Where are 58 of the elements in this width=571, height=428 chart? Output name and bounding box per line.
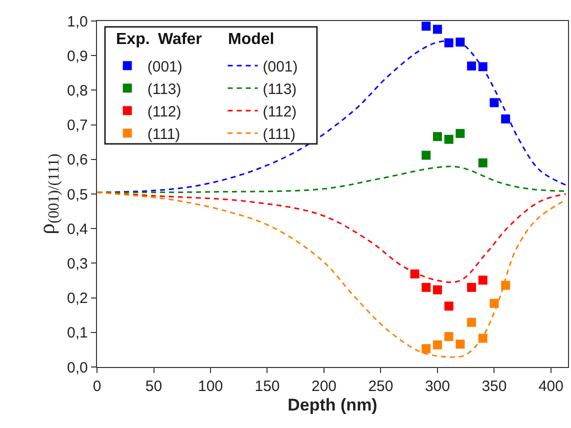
point <box>467 282 476 292</box>
point <box>478 276 488 285</box>
point <box>432 24 442 34</box>
point <box>490 98 499 108</box>
y-tick-label: 0,4 <box>67 220 88 238</box>
point <box>456 38 465 47</box>
y-tick-label: 0,9 <box>67 48 88 65</box>
annotation: Exp. <box>116 31 150 48</box>
point <box>490 298 499 308</box>
point <box>456 340 465 349</box>
point <box>422 282 431 292</box>
x-tick-label: 300 <box>424 378 450 396</box>
x-tick-label: 0 <box>92 378 102 396</box>
y-tick-label: 0,7 <box>67 117 88 134</box>
point <box>467 318 476 327</box>
y-tick-label: 0,1 <box>67 324 88 342</box>
legend-label: (113) <box>147 80 182 98</box>
point <box>432 285 442 294</box>
point <box>444 302 454 311</box>
point <box>478 158 488 168</box>
legend-title: Wafer <box>158 31 202 48</box>
point <box>432 132 442 142</box>
y-tick-label: 0,8 <box>67 82 88 100</box>
legend-label: (111) <box>262 126 296 143</box>
x-tick-label: 350 <box>482 378 507 396</box>
legend-label: (112) <box>262 103 297 120</box>
y-tick-label: 0,5 <box>67 186 88 204</box>
point <box>478 334 488 343</box>
legend-label: (111) <box>147 126 180 143</box>
point <box>444 332 454 342</box>
y-tick-label: 0,0 <box>67 359 88 376</box>
point <box>467 61 476 70</box>
x-tick-label: 150 <box>254 378 280 396</box>
x-tick-label: 50 <box>145 378 162 396</box>
legend-label: (113) <box>262 80 297 98</box>
legend-label: (001) <box>262 58 298 76</box>
point <box>432 340 442 350</box>
x-tick-label: 400 <box>538 378 564 396</box>
point <box>422 344 431 354</box>
point <box>444 38 454 48</box>
point <box>422 22 431 31</box>
point <box>456 128 465 138</box>
y-tick-label: 0,2 <box>67 290 88 308</box>
x-tick-label: 250 <box>368 378 394 396</box>
y-tick-label: 0,3 <box>67 255 88 272</box>
legend-label: (001) <box>147 58 182 76</box>
point <box>410 269 420 278</box>
x-tick-label: 100 <box>198 378 224 396</box>
y-tick-label: 0,6 <box>67 152 88 169</box>
point <box>501 280 510 290</box>
x-tick-label: 200 <box>311 378 337 396</box>
legend-label: (112) <box>147 103 182 120</box>
point <box>422 150 431 160</box>
point <box>501 114 510 124</box>
x-axis-title: Depth (nm) <box>288 396 378 414</box>
point <box>444 134 454 144</box>
y-tick-label: 1,0 <box>67 13 88 30</box>
annotation: Model <box>228 31 274 48</box>
